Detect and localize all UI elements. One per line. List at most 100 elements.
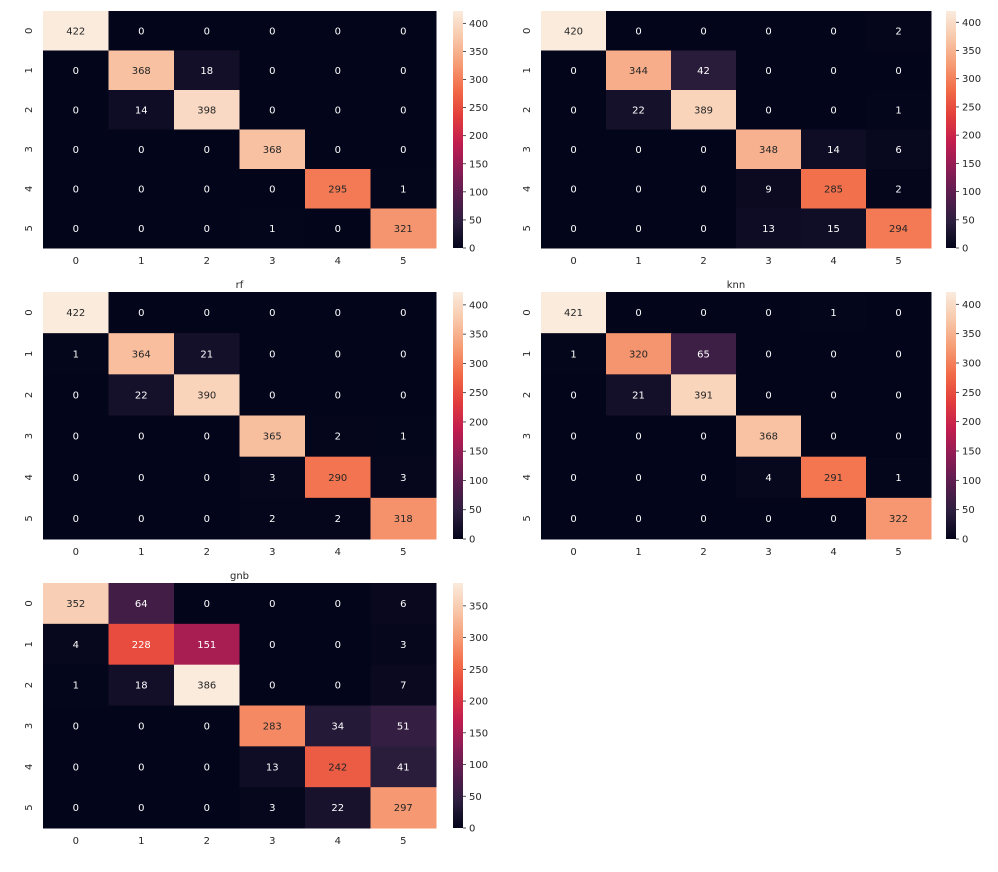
heatmap-cell bbox=[43, 333, 109, 375]
cell-value-label: 0 bbox=[570, 514, 576, 525]
cell-value-label: 1 bbox=[400, 184, 406, 195]
cell-value-label: 0 bbox=[895, 432, 901, 443]
heatmap-cell bbox=[736, 169, 802, 209]
cell-value-label: 0 bbox=[335, 105, 341, 116]
y-tick-label: 4 bbox=[24, 764, 35, 770]
cell-value-label: 42 bbox=[697, 66, 710, 77]
colorbar-tick-label: 0 bbox=[469, 824, 475, 835]
colorbar-tick-label: 250 bbox=[469, 665, 488, 676]
heatmap-cell bbox=[108, 664, 175, 706]
heatmap-cell bbox=[671, 90, 737, 130]
heatmap-cell bbox=[801, 374, 867, 416]
heatmap-cell bbox=[541, 497, 607, 540]
cell-value-label: 389 bbox=[694, 105, 713, 116]
heatmap-cell bbox=[370, 129, 437, 170]
heatmap-cell bbox=[801, 169, 867, 209]
y-tick-label: 3 bbox=[24, 723, 35, 729]
cell-value-label: 1 bbox=[895, 473, 901, 484]
cell-value-label: 0 bbox=[400, 26, 406, 37]
heatmap-cell bbox=[671, 456, 737, 499]
heatmap-cell bbox=[108, 169, 175, 209]
heatmap-cell bbox=[305, 90, 371, 130]
heatmap-cell bbox=[305, 415, 371, 458]
cell-value-label: 34 bbox=[331, 721, 344, 732]
colorbar-tick-label: 150 bbox=[962, 159, 981, 170]
cell-value-label: 0 bbox=[830, 390, 836, 401]
heatmap-cell bbox=[541, 129, 607, 170]
heatmap-cell bbox=[370, 746, 437, 788]
heatmap-cell bbox=[370, 333, 437, 375]
colorbar bbox=[453, 583, 463, 828]
y-tick-label: 5 bbox=[522, 225, 533, 231]
heatmap-cell bbox=[801, 333, 867, 375]
cell-value-label: 0 bbox=[570, 66, 576, 77]
heatmap-cell bbox=[541, 169, 607, 209]
y-tick-label: 0 bbox=[522, 309, 533, 315]
heatmap-cell bbox=[108, 583, 175, 625]
cell-value-label: 321 bbox=[394, 224, 413, 235]
heatmap-cell bbox=[801, 415, 867, 458]
heatmap-cell bbox=[801, 497, 867, 540]
x-tick-label: 2 bbox=[204, 836, 210, 847]
heatmap-cell bbox=[866, 129, 932, 170]
heatmap-cell bbox=[239, 374, 306, 416]
colorbar-tick-label: 200 bbox=[962, 417, 981, 428]
cell-value-label: 0 bbox=[765, 390, 771, 401]
heatmap-cell bbox=[239, 664, 306, 706]
cell-value-label: 421 bbox=[564, 308, 583, 319]
colorbar-tick-label: 100 bbox=[962, 476, 981, 487]
cell-value-label: 391 bbox=[694, 390, 713, 401]
cell-value-label: 0 bbox=[269, 184, 275, 195]
heatmap-cell bbox=[174, 497, 240, 540]
x-tick-label: 0 bbox=[570, 547, 576, 558]
heatmap-cell bbox=[108, 208, 175, 249]
heatmap-cell bbox=[866, 415, 932, 458]
x-tick-label: 1 bbox=[138, 256, 144, 267]
heatmap-cell bbox=[801, 11, 867, 51]
heatmap-cell bbox=[108, 497, 175, 540]
y-tick-label: 2 bbox=[522, 107, 533, 113]
heatmap-cell bbox=[866, 456, 932, 499]
heatmap-cell bbox=[866, 292, 932, 334]
heatmap-cell bbox=[606, 456, 672, 499]
cell-value-label: 0 bbox=[204, 721, 210, 732]
cell-value-label: 0 bbox=[138, 432, 144, 443]
y-tick-label: 4 bbox=[24, 474, 35, 480]
heatmap-cell bbox=[43, 705, 109, 747]
heatmap-cell bbox=[671, 129, 737, 170]
heatmap-cell bbox=[370, 415, 437, 458]
heatmap-cell bbox=[671, 169, 737, 209]
cell-value-label: 0 bbox=[895, 390, 901, 401]
heatmap-cell bbox=[370, 11, 437, 51]
cell-value-label: 13 bbox=[762, 224, 775, 235]
colorbar-tick-label: 350 bbox=[469, 330, 488, 341]
cell-value-label: 0 bbox=[73, 473, 79, 484]
cell-value-label: 0 bbox=[204, 26, 210, 37]
cell-value-label: 0 bbox=[138, 308, 144, 319]
heatmap-cell bbox=[866, 208, 932, 249]
heatmap-panel-2: 420 0 0 0 0 20 344 42 0 0 00 22 389 0 0 10 0 0 348 14 60 0 0 9 2… bbox=[522, 11, 981, 267]
cell-value-label: 365 bbox=[263, 432, 282, 443]
cell-value-label: 0 bbox=[269, 308, 275, 319]
heatmap-cell bbox=[541, 415, 607, 458]
cell-value-label: 6 bbox=[400, 599, 406, 610]
cell-value-label: 0 bbox=[700, 145, 706, 156]
heatmap-cell bbox=[174, 169, 240, 209]
colorbar bbox=[453, 292, 463, 539]
heatmap-cell bbox=[108, 333, 175, 375]
x-tick-label: 5 bbox=[895, 547, 901, 558]
heatmap-cell bbox=[736, 333, 802, 375]
cell-value-label: 0 bbox=[138, 762, 144, 773]
colorbar-tick-label: 200 bbox=[469, 131, 488, 142]
heatmap-cell bbox=[671, 497, 737, 540]
heatmap-cell bbox=[108, 50, 175, 91]
cell-value-label: 0 bbox=[335, 640, 341, 651]
heatmap-cell bbox=[174, 333, 240, 375]
cell-value-label: 294 bbox=[889, 224, 908, 235]
cell-value-label: 1 bbox=[570, 349, 576, 360]
heatmap-cell bbox=[370, 497, 437, 540]
cell-value-label: 0 bbox=[765, 308, 771, 319]
cell-value-label: 1 bbox=[400, 432, 406, 443]
cell-value-label: 1 bbox=[73, 349, 79, 360]
